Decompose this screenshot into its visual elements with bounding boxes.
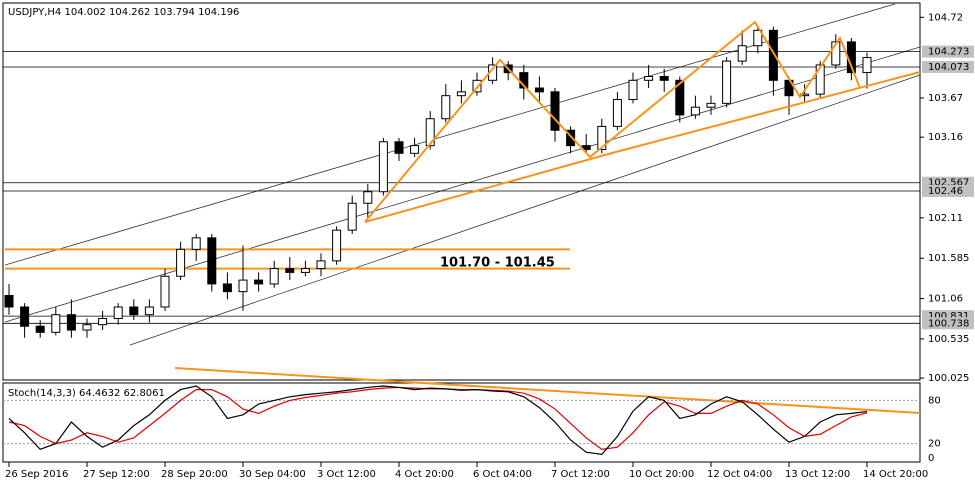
candle-body (176, 248, 186, 277)
candle-body (66, 314, 76, 331)
candle-body (597, 125, 607, 150)
candle-body (35, 325, 45, 333)
stoch-tick-label: 20 (928, 439, 941, 450)
candle-body (753, 29, 763, 47)
y-tick-label: 104.72 (928, 12, 963, 23)
candle-body (269, 268, 279, 285)
stoch-tick-label: 80 (928, 395, 941, 406)
candle-body (862, 57, 872, 73)
y-tick-label: 103.67 (928, 93, 963, 104)
level-label: 102.46 (928, 186, 963, 197)
stoch-pane (2, 382, 921, 463)
candle-body (628, 79, 638, 101)
candle-body (410, 145, 420, 154)
candle-body (316, 260, 326, 270)
x-tick-label: 13 Oct 12:00 (785, 469, 850, 480)
x-tick-label: 3 Oct 12:00 (317, 469, 376, 480)
candle-body (659, 75, 669, 81)
candle-body (768, 29, 778, 81)
candle-body (550, 91, 560, 131)
candle-body (51, 314, 61, 333)
channel-line (129, 74, 921, 346)
candle-body (644, 75, 654, 81)
level-label: 100.738 (928, 318, 969, 329)
candle-body (160, 275, 170, 308)
candle-body (98, 318, 108, 326)
candle-body (82, 324, 92, 331)
level-box (922, 317, 974, 330)
y-tick-label: 102.11 (928, 213, 963, 224)
candle-body (737, 45, 747, 62)
candle-body (456, 91, 466, 97)
candle-body (207, 237, 217, 285)
pattern (174, 20, 921, 414)
candle-body (222, 283, 232, 293)
zigzag (364, 20, 861, 223)
candle-body (144, 306, 154, 316)
x-tick-label: 30 Sep 04:00 (239, 469, 306, 480)
y-tick-label: 103.16 (928, 132, 963, 143)
candle-body (441, 95, 451, 120)
price-marks: 101.70 - 101.45 (3, 24, 920, 338)
level-label: 104.273 (928, 47, 969, 58)
candle-body (285, 268, 295, 273)
x-tick-label: 7 Oct 12:00 (551, 469, 610, 480)
candle-body (815, 64, 825, 95)
x-tick-label: 14 Oct 20:00 (863, 469, 928, 480)
candle-body (706, 102, 716, 108)
candle-body (254, 279, 264, 285)
y-tick-label: 101.585 (928, 253, 969, 264)
candle-body (831, 41, 841, 66)
candle-body (612, 99, 622, 127)
candle-body (332, 229, 342, 262)
x-tick-label: 27 Sep 12:00 (83, 469, 150, 480)
candle-body (347, 202, 357, 231)
level-box (922, 45, 974, 58)
x-tick-label: 28 Sep 20:00 (161, 469, 228, 480)
candle-body (394, 141, 404, 154)
y-tick-label: 100.025 (928, 373, 969, 384)
level-label: 104.073 (928, 62, 969, 73)
candle-body (534, 87, 544, 93)
channel-line (4, 46, 921, 323)
y-tick-label: 100.535 (928, 334, 969, 345)
candle-body (4, 294, 14, 308)
x-tick-label: 4 Oct 20:00 (395, 469, 454, 480)
candle-body (566, 129, 576, 147)
x-tick-label: 26 Sep 2016 (5, 469, 68, 480)
stoch-line (8, 385, 868, 456)
candle-body (191, 237, 201, 250)
candle-body (20, 306, 30, 327)
level-box (922, 61, 974, 74)
stoch-tick-label: 0 (928, 453, 934, 464)
candle-body (300, 268, 310, 273)
candle-body (690, 106, 700, 116)
candle-body (238, 279, 248, 293)
y-tick-label: 101.06 (928, 294, 963, 305)
candle-body (722, 60, 732, 104)
x-tick-label: 12 Oct 04:00 (707, 469, 772, 480)
level-label: 102.567 (928, 178, 969, 189)
candle-body (363, 191, 373, 204)
level-label: 100.831 (928, 311, 969, 322)
stoch-trendline (174, 367, 921, 414)
neckline (364, 71, 921, 223)
level-box (922, 184, 974, 197)
candle-body (675, 79, 685, 116)
candle-body (425, 118, 435, 147)
chart-title: USDJPY,H4 104.002 104.262 103.794 104.19… (8, 7, 239, 18)
zone-label: 101.70 - 101.45 (440, 255, 555, 270)
candle-body (378, 141, 388, 193)
candle-body (129, 306, 139, 316)
x-tick-label: 6 Oct 04:00 (473, 469, 532, 480)
candle-body (113, 306, 123, 320)
stoch-label: Stoch(14,3,3) 64.4632 62.8061 (8, 388, 165, 399)
price-pane (2, 2, 921, 381)
x-tick-label: 10 Oct 20:00 (629, 469, 694, 480)
